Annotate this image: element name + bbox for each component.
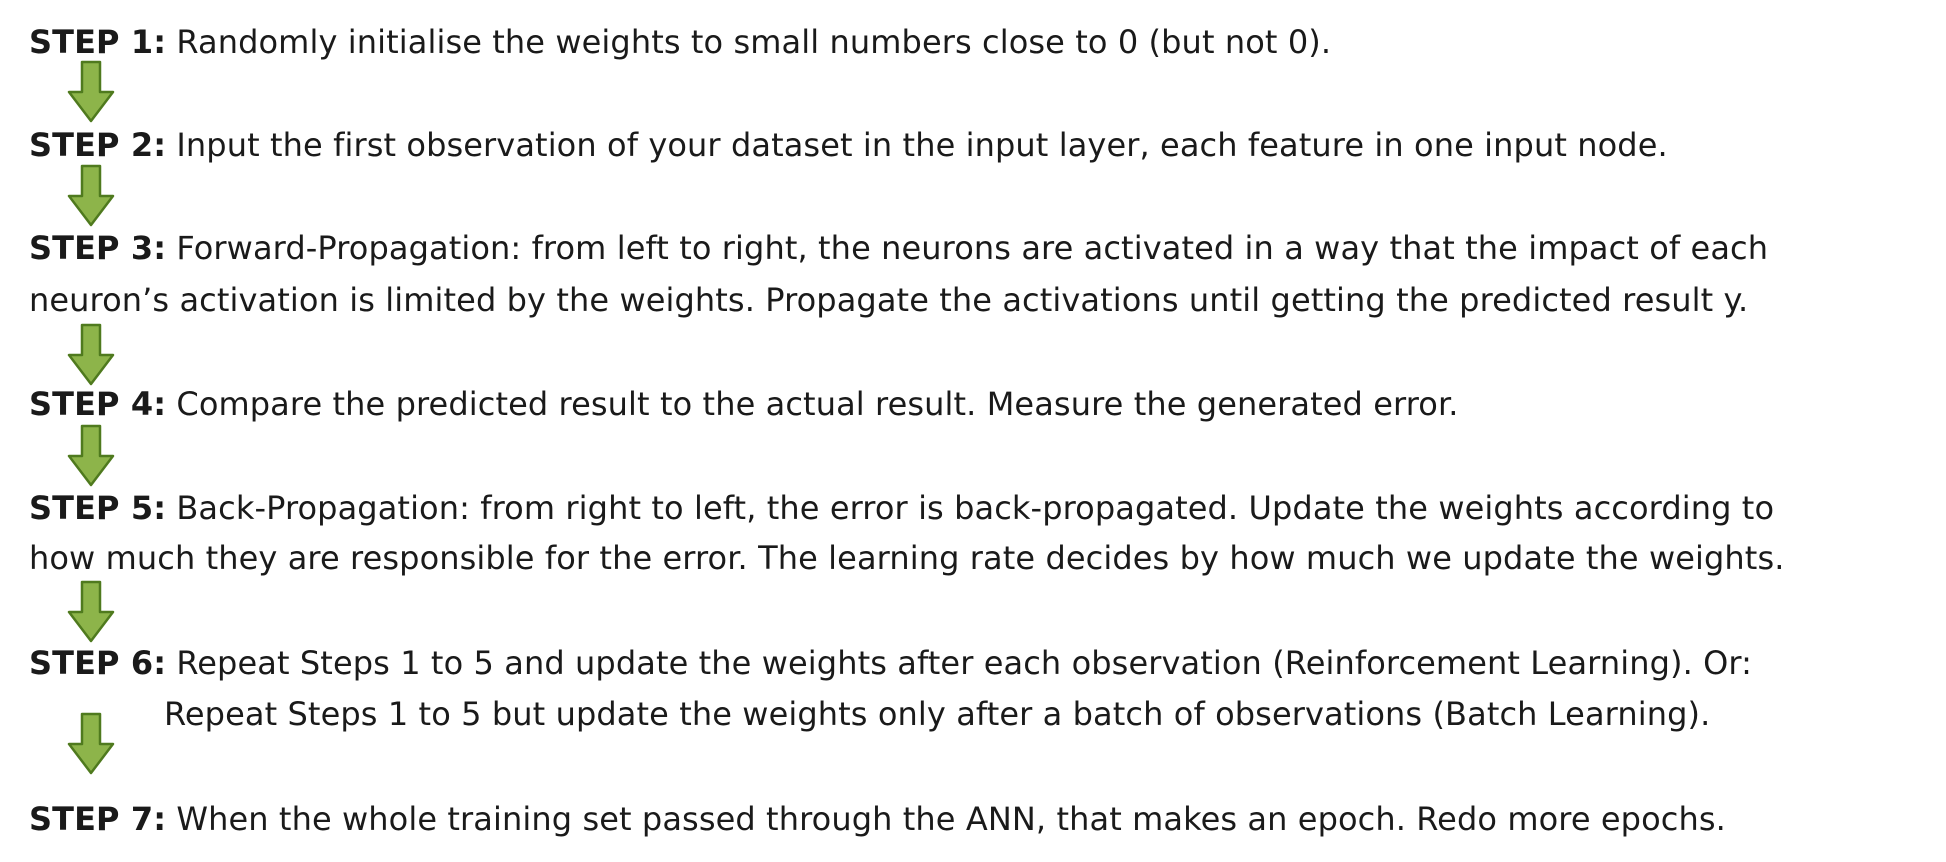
step-3: STEP 3: Forward-Propagation: from left t… [29,228,1919,268]
step-6: STEP 6: Repeat Steps 1 to 5 and update t… [29,643,1919,683]
step-7: STEP 7: When the whole training set pass… [29,799,1919,839]
step-6-continuation: Repeat Steps 1 to 5 but update the weigh… [164,694,1924,734]
step-2-text: Input the first observation of your data… [176,126,1668,164]
step-1-label: STEP 1: [29,23,167,61]
step-1-text: Randomly initialise the weights to small… [176,23,1332,61]
step-6-text-line-1: Repeat Steps 1 to 5 and update the weigh… [176,644,1752,682]
step-6-label: STEP 6: [29,644,167,682]
step-3-text-line-2: neuron’s activation is limited by the we… [29,281,1749,319]
step-4: STEP 4: Compare the predicted result to … [29,384,1919,424]
down-arrow-icon [67,60,115,123]
step-6-text-line-2: Repeat Steps 1 to 5 but update the weigh… [164,695,1711,733]
down-arrow-icon [67,424,115,487]
step-7-label: STEP 7: [29,800,167,838]
down-arrow-icon [67,164,115,227]
step-4-text: Compare the predicted result to the actu… [176,385,1459,423]
step-4-label: STEP 4: [29,385,167,423]
step-2-label: STEP 2: [29,126,167,164]
step-1: STEP 1: Randomly initialise the weights … [29,22,1919,62]
step-5-text-line-2: how much they are responsible for the er… [29,539,1785,577]
down-arrow-icon [67,712,115,775]
step-5: STEP 5: Back-Propagation: from right to … [29,488,1919,528]
step-7-text: When the whole training set passed throu… [176,800,1726,838]
step-5-continuation: how much they are responsible for the er… [29,538,1919,578]
step-2: STEP 2: Input the first observation of y… [29,125,1919,165]
step-5-text-line-1: Back-Propagation: from right to left, th… [176,489,1775,527]
down-arrow-icon [67,580,115,643]
step-3-text-line-1: Forward-Propagation: from left to right,… [176,229,1769,267]
step-3-continuation: neuron’s activation is limited by the we… [29,280,1919,320]
step-3-label: STEP 3: [29,229,167,267]
step-5-label: STEP 5: [29,489,167,527]
down-arrow-icon [67,323,115,386]
